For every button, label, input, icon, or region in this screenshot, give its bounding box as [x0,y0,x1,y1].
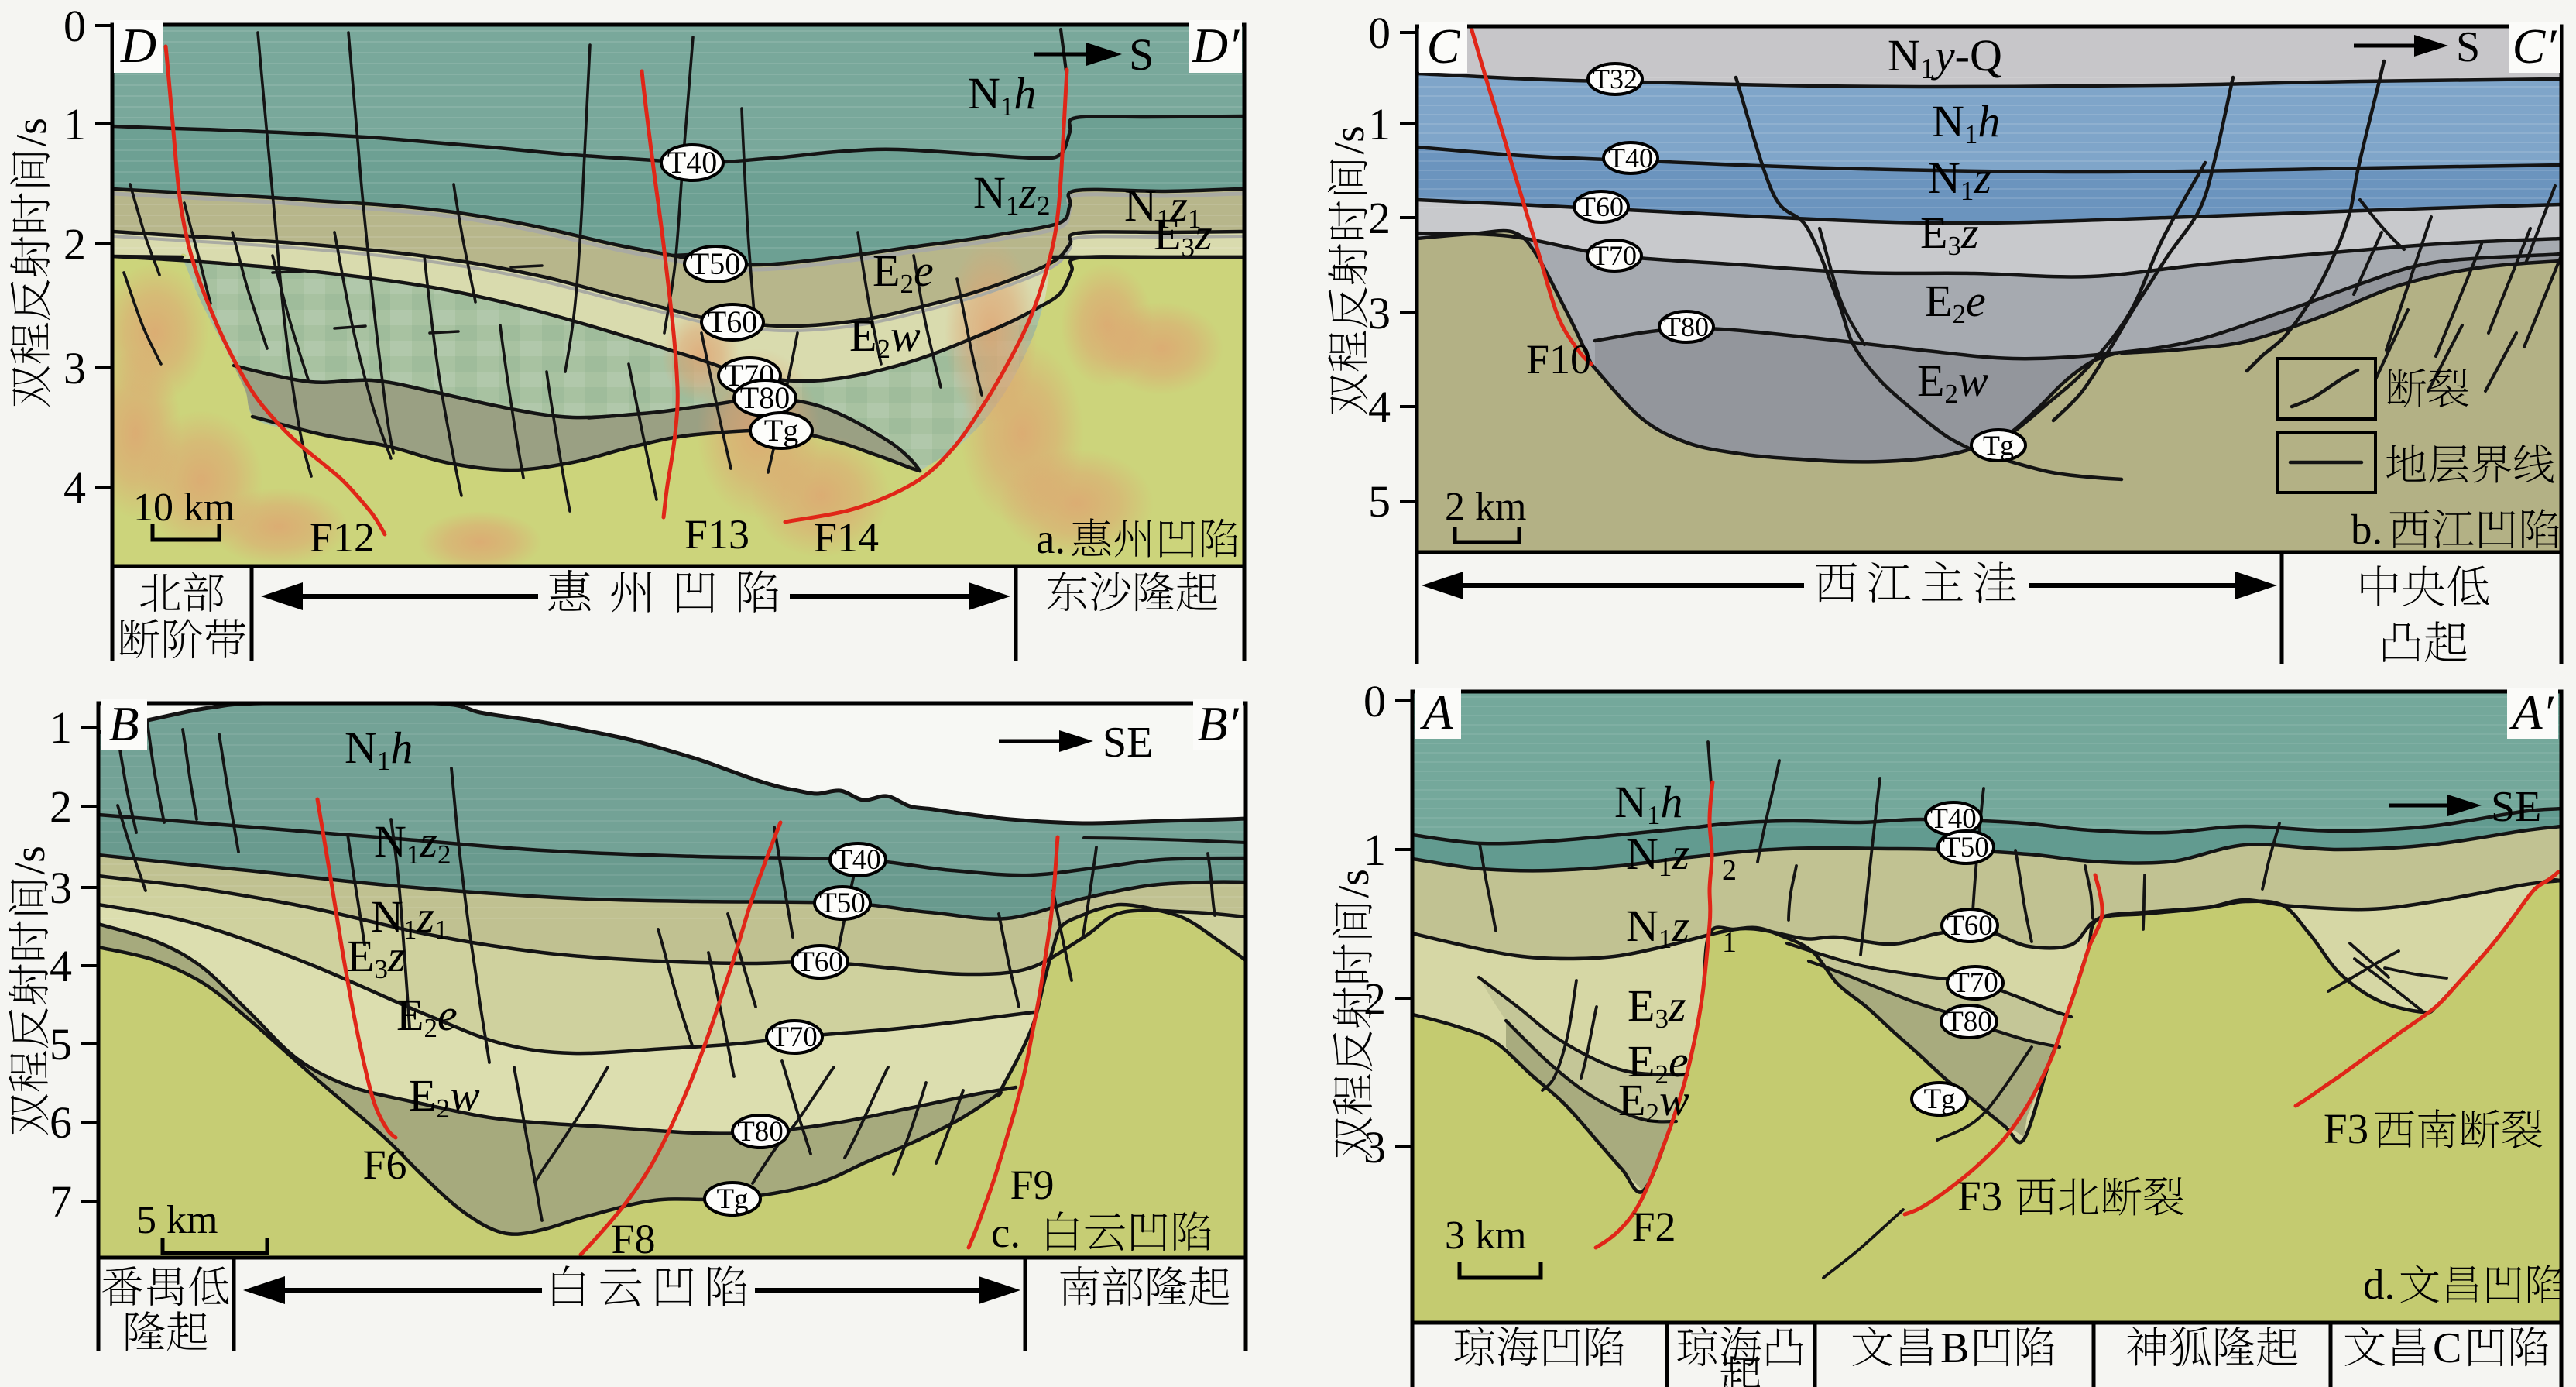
svg-text:S: S [1129,29,1154,80]
svg-text:2: 2 [1368,193,1391,243]
svg-text:N1h: N1h [968,68,1036,122]
svg-text:SE: SE [2491,783,2541,831]
svg-text:E3z: E3z [347,931,406,984]
svg-text:T60: T60 [708,304,757,339]
svg-text:SE: SE [1103,719,1153,767]
svg-text:5: 5 [1368,476,1391,527]
svg-text:T70: T70 [771,1021,818,1053]
svg-text:3: 3 [1363,1122,1386,1172]
svg-text:/s: /s [1330,869,1378,898]
svg-text:3 km: 3 km [1445,1214,1526,1258]
svg-text:F14: F14 [814,514,879,561]
svg-text:F2: F2 [1631,1203,1676,1250]
svg-text:d.: d. [2363,1261,2395,1308]
svg-text:T60: T60 [1579,191,1624,222]
svg-text:5 km: 5 km [136,1198,218,1242]
svg-text:N1h: N1h [1614,777,1682,830]
svg-text:1: 1 [1722,926,1737,959]
svg-text:T32: T32 [1593,64,1638,94]
svg-text:C: C [1427,19,1461,74]
svg-text:T60: T60 [797,946,843,978]
svg-text:c.: c. [991,1209,1020,1256]
svg-text:4: 4 [1368,382,1391,432]
svg-text:F13: F13 [684,511,749,558]
svg-text:3: 3 [63,343,86,393]
svg-text:2: 2 [1722,854,1737,887]
svg-text:4: 4 [50,941,72,991]
svg-text:D: D [120,18,156,73]
svg-text:0: 0 [1363,676,1386,726]
svg-text:0: 0 [63,1,86,51]
svg-text:b.: b. [2351,506,2382,553]
svg-text:3: 3 [1368,288,1391,338]
svg-text:F12: F12 [310,514,375,561]
svg-text:T40: T40 [835,844,881,876]
svg-text:1: 1 [63,99,86,149]
svg-text:T40: T40 [1608,142,1653,173]
svg-text:T70: T70 [1592,240,1637,271]
svg-text:N1z: N1z [1928,153,1991,206]
svg-text:1: 1 [1368,99,1391,149]
svg-text:E2e: E2e [1628,1036,1689,1090]
svg-text:T60: T60 [1947,910,1993,942]
svg-text:F10: F10 [1526,336,1591,383]
svg-text:1: 1 [50,702,72,753]
svg-text:T80: T80 [737,1116,784,1148]
svg-text:/s: /s [8,118,56,146]
svg-text:N1z: N1z [1626,901,1689,954]
svg-text:10 km: 10 km [133,486,235,530]
svg-text:2 km: 2 km [1445,485,1526,529]
svg-text:T70: T70 [1952,967,1998,999]
svg-text:5: 5 [50,1019,72,1069]
svg-text:T80: T80 [740,380,790,415]
svg-text:F9: F9 [1010,1162,1054,1208]
svg-text:7: 7 [50,1176,72,1227]
svg-text:0: 0 [1368,8,1391,58]
svg-text:B: B [108,696,139,751]
svg-text:T40: T40 [667,145,717,180]
svg-text:T50: T50 [691,246,740,281]
svg-text:C: C [2433,1324,2461,1372]
svg-text:F6: F6 [362,1142,406,1188]
svg-text:E3z: E3z [1628,980,1686,1034]
svg-text:Tg: Tg [764,413,798,448]
svg-text:Tg: Tg [716,1183,748,1215]
svg-text:E3z: E3z [1154,209,1213,263]
svg-text:Tg: Tg [1923,1083,1955,1115]
svg-text:E2w: E2w [1618,1075,1689,1128]
svg-text:T80: T80 [1946,1006,1992,1038]
svg-text:T80: T80 [1664,311,1709,342]
svg-text:a.: a. [1036,515,1065,562]
svg-text:3: 3 [50,863,72,913]
svg-text:T50: T50 [819,887,866,919]
svg-text:D′: D′ [1192,18,1240,73]
svg-text:E2e: E2e [396,990,458,1043]
svg-text:A: A [1419,685,1453,740]
svg-text:T50: T50 [1943,832,1989,863]
svg-text:/s: /s [6,846,54,874]
svg-text:4: 4 [63,462,86,513]
svg-text:N1z: N1z [1626,829,1689,882]
svg-text:6: 6 [50,1097,72,1148]
svg-text:F3: F3 [1957,1172,2002,1220]
svg-text:/s: /s [1326,125,1374,154]
svg-text:B′: B′ [1197,696,1239,751]
svg-text:F8: F8 [611,1216,655,1262]
svg-text:C′: C′ [2513,19,2557,74]
svg-text:F3: F3 [2324,1105,2368,1152]
svg-text:A′: A′ [2509,685,2554,740]
svg-text:2: 2 [50,781,72,832]
svg-text:S: S [2456,23,2480,71]
svg-text:1: 1 [1363,825,1386,875]
svg-text:N1y-Q: N1y-Q [1888,30,2002,85]
svg-text:B: B [1940,1324,1969,1372]
svg-text:2: 2 [63,219,86,270]
svg-text:Tg: Tg [1983,430,2014,461]
